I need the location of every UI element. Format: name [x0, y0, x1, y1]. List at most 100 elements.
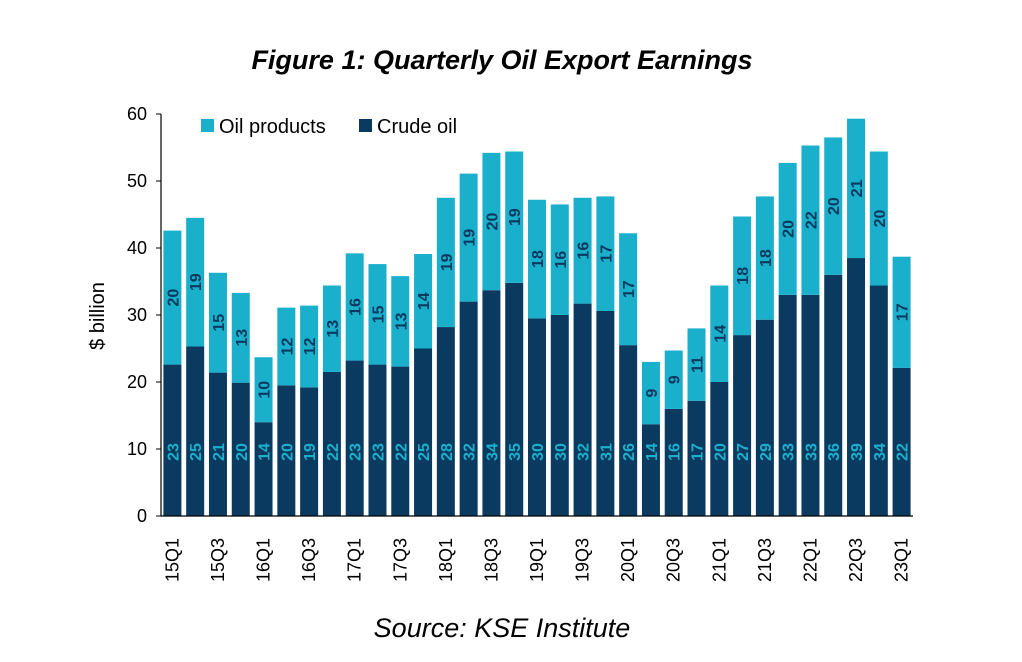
label-oil-products-22Q3: 21 [849, 179, 866, 197]
bar-crude-oil-19Q1 [528, 318, 546, 516]
bar-oil-products-19Q2 [550, 204, 569, 315]
label-crude-oil-22Q4: 34 [872, 443, 889, 461]
bar-crude-oil-22Q1 [801, 294, 820, 516]
y-tick-label-40: 40 [127, 238, 147, 258]
label-oil-products-17Q4: 14 [416, 292, 433, 310]
bar-crude-oil-15Q2 [186, 346, 205, 516]
bar-crude-oil-22Q3 [847, 258, 866, 516]
label-oil-products-21Q2: 18 [735, 267, 752, 285]
bar-crude-oil-19Q2 [550, 315, 569, 516]
bar-crude-oil-16Q2 [277, 385, 296, 516]
bar-crude-oil-19Q3 [573, 303, 592, 516]
label-oil-products-23Q1: 17 [895, 303, 912, 321]
label-crude-oil-22Q1: 33 [803, 443, 820, 461]
y-tick-label-60: 60 [127, 104, 147, 124]
label-oil-products-19Q2: 16 [553, 251, 570, 269]
bar-oil-products-17Q3 [391, 276, 410, 367]
label-oil-products-21Q1: 14 [712, 325, 729, 343]
label-oil-products-17Q1: 16 [348, 298, 365, 316]
bar-crude-oil-22Q2 [824, 274, 843, 516]
label-oil-products-22Q4: 20 [872, 210, 889, 228]
x-tick-label-17Q1: 17Q1 [345, 538, 365, 582]
bar-crude-oil-21Q1 [710, 382, 729, 516]
legend-label-crude-oil: Crude oil [377, 116, 457, 138]
label-crude-oil-19Q3: 32 [576, 443, 593, 461]
label-oil-products-15Q1: 20 [165, 289, 182, 307]
y-axis-label: $ billion [87, 282, 109, 350]
legend-swatch-oil-products [201, 119, 214, 132]
bar-oil-products-15Q4 [231, 292, 250, 383]
label-oil-products-16Q2: 12 [279, 337, 296, 355]
x-tick-label-18Q1: 18Q1 [436, 538, 456, 582]
x-tick-label-22Q3: 22Q3 [846, 538, 866, 582]
label-oil-products-19Q1: 18 [530, 250, 547, 268]
bar-oil-products-15Q1 [163, 230, 182, 365]
label-oil-products-18Q4: 19 [507, 208, 524, 226]
bar-oil-products-19Q3 [573, 197, 592, 304]
bar-crude-oil-19Q4 [596, 310, 615, 516]
label-oil-products-16Q3: 12 [302, 337, 319, 355]
label-crude-oil-17Q3: 22 [393, 443, 410, 461]
label-crude-oil-18Q1: 28 [439, 443, 456, 461]
label-crude-oil-15Q2: 25 [188, 443, 205, 461]
bar-crude-oil-20Q3 [664, 408, 683, 516]
bar-oil-products-18Q1 [436, 197, 455, 328]
label-oil-products-20Q4: 11 [690, 356, 707, 373]
label-oil-products-21Q4: 20 [781, 220, 798, 238]
bar-crude-oil-17Q2 [368, 364, 387, 516]
label-oil-products-15Q4: 13 [234, 329, 251, 347]
label-crude-oil-20Q2: 14 [644, 443, 661, 461]
label-oil-products-20Q3: 9 [667, 375, 684, 384]
bar-oil-products-22Q4 [869, 151, 888, 286]
label-crude-oil-16Q3: 19 [302, 443, 319, 461]
label-crude-oil-16Q2: 20 [279, 443, 296, 461]
y-tick-label-20: 20 [127, 372, 147, 392]
bar-crude-oil-21Q4 [778, 294, 797, 516]
x-tick-label-21Q1: 21Q1 [709, 538, 729, 582]
bar-oil-products-22Q2 [824, 137, 843, 275]
x-tick-label-16Q1: 16Q1 [254, 538, 274, 582]
label-crude-oil-21Q1: 20 [712, 443, 729, 461]
label-oil-products-22Q2: 20 [826, 197, 843, 215]
label-oil-products-20Q1: 17 [621, 280, 638, 298]
source-note: Source: KSE Institute [373, 613, 631, 643]
bar-crude-oil-17Q1 [345, 360, 364, 516]
label-crude-oil-19Q4: 31 [598, 443, 615, 461]
bar-crude-oil-18Q2 [459, 301, 478, 516]
x-tick-label-20Q1: 20Q1 [618, 538, 638, 582]
bar-crude-oil-20Q2 [641, 424, 660, 516]
label-crude-oil-23Q1: 22 [895, 443, 912, 461]
label-oil-products-18Q1: 19 [439, 253, 456, 271]
label-oil-products-17Q2: 15 [370, 305, 387, 323]
x-tick-label-20Q3: 20Q3 [664, 538, 684, 582]
bar-crude-oil-15Q1 [163, 364, 182, 516]
label-crude-oil-20Q3: 16 [667, 443, 684, 461]
label-crude-oil-20Q4: 17 [690, 443, 707, 461]
label-crude-oil-17Q2: 23 [370, 443, 387, 461]
x-tick-label-21Q3: 21Q3 [755, 538, 775, 582]
label-oil-products-16Q4: 13 [325, 320, 342, 338]
label-crude-oil-21Q2: 27 [735, 443, 752, 461]
bar-crude-oil-23Q1 [892, 367, 911, 516]
label-crude-oil-18Q2: 32 [462, 443, 479, 461]
bar-oil-products-21Q1 [710, 285, 729, 382]
bar-crude-oil-20Q1 [619, 345, 638, 516]
label-crude-oil-16Q4: 22 [325, 443, 342, 461]
bar-oil-products-20Q2 [641, 361, 660, 425]
x-tick-label-17Q3: 17Q3 [390, 538, 410, 582]
bar-oil-products-16Q1 [254, 357, 273, 423]
label-oil-products-19Q3: 16 [576, 242, 593, 260]
bar-oil-products-17Q2 [368, 264, 387, 365]
bar-oil-products-18Q4 [505, 151, 524, 283]
bar-oil-products-17Q4 [414, 254, 433, 349]
bar-oil-products-21Q3 [755, 196, 774, 320]
bar-oil-products-22Q1 [801, 145, 820, 295]
bar-crude-oil-21Q2 [733, 335, 752, 516]
bar-crude-oil-21Q3 [755, 319, 774, 516]
bar-crude-oil-16Q4 [322, 371, 341, 516]
label-crude-oil-16Q1: 14 [257, 443, 274, 461]
x-tick-label-19Q1: 19Q1 [527, 538, 547, 582]
bar-crude-oil-20Q4 [687, 400, 706, 516]
bar-crude-oil-15Q3 [208, 372, 227, 516]
